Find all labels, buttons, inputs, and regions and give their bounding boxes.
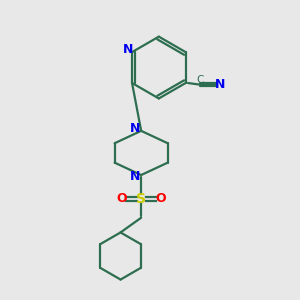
Text: N: N xyxy=(215,78,226,91)
Text: N: N xyxy=(123,43,134,56)
Text: N: N xyxy=(130,170,140,183)
Text: N: N xyxy=(130,122,140,135)
Text: O: O xyxy=(155,192,166,205)
Text: S: S xyxy=(136,192,146,206)
Text: O: O xyxy=(117,192,127,205)
Text: C: C xyxy=(196,75,204,85)
